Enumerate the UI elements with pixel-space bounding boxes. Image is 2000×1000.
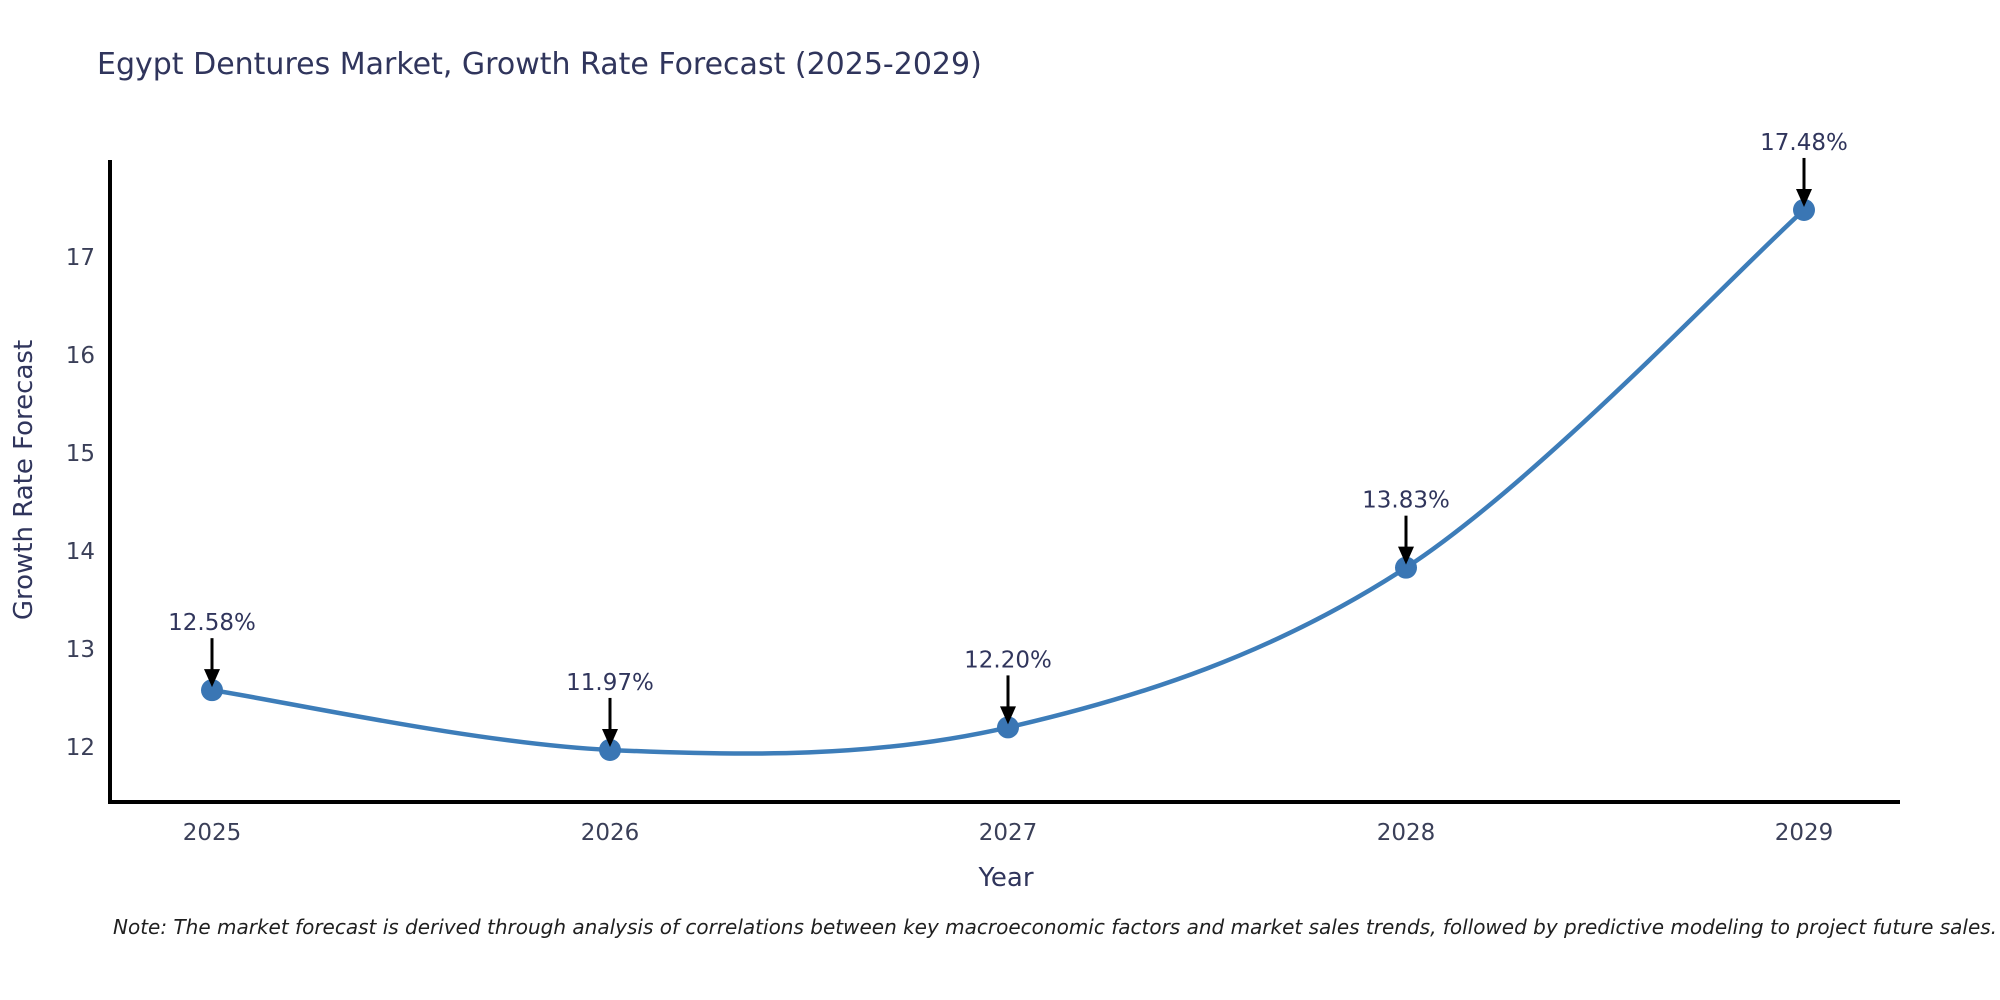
data-point-marker: [997, 716, 1019, 739]
x-tick-label: 2028: [1377, 820, 1436, 846]
y-tick-label: 15: [66, 441, 95, 467]
annotation-arrowhead-icon: [1000, 706, 1016, 725]
y-axis-title: Growth Rate Forecast: [9, 340, 39, 620]
chart-title: Egypt Dentures Market, Growth Rate Forec…: [97, 47, 982, 82]
x-axis-tick-labels: 2025 2026 2027 2028 2029: [183, 820, 1834, 846]
x-tick-label: 2027: [979, 820, 1038, 846]
annotation-arrowhead-icon: [1398, 546, 1414, 565]
data-point-marker: [1793, 198, 1815, 221]
data-point-markers: [201, 198, 1815, 761]
data-point-marker: [201, 679, 223, 702]
annotation-arrowhead-icon: [1796, 188, 1812, 207]
x-tick-label: 2026: [581, 820, 640, 846]
x-tick-label: 2025: [183, 820, 242, 846]
data-point-annotations: 12.58% 11.97% 12.20% 13.83% 17.48%: [168, 130, 1848, 747]
data-point-label: 13.83%: [1362, 488, 1450, 514]
y-axis-tick-labels: 12 13 14 15 16 17: [66, 245, 95, 761]
data-point-marker: [599, 738, 621, 761]
data-point-label: 12.20%: [964, 647, 1052, 673]
annotation-arrowhead-icon: [204, 669, 220, 688]
x-axis-title: Year: [977, 863, 1033, 893]
data-point-label: 11.97%: [566, 670, 654, 696]
y-tick-label: 17: [66, 245, 95, 271]
y-tick-label: 13: [66, 637, 95, 663]
x-tick-label: 2029: [1775, 820, 1834, 846]
y-tick-label: 12: [66, 735, 95, 761]
data-point-marker: [1395, 556, 1417, 579]
data-point-label: 12.58%: [168, 610, 256, 636]
y-tick-label: 14: [66, 539, 95, 565]
footnote: Note: The market forecast is derived thr…: [113, 915, 1998, 939]
data-point-label: 17.48%: [1760, 130, 1848, 156]
annotation-arrowhead-icon: [602, 728, 618, 747]
axes: [108, 160, 1900, 804]
y-tick-label: 16: [66, 343, 95, 369]
